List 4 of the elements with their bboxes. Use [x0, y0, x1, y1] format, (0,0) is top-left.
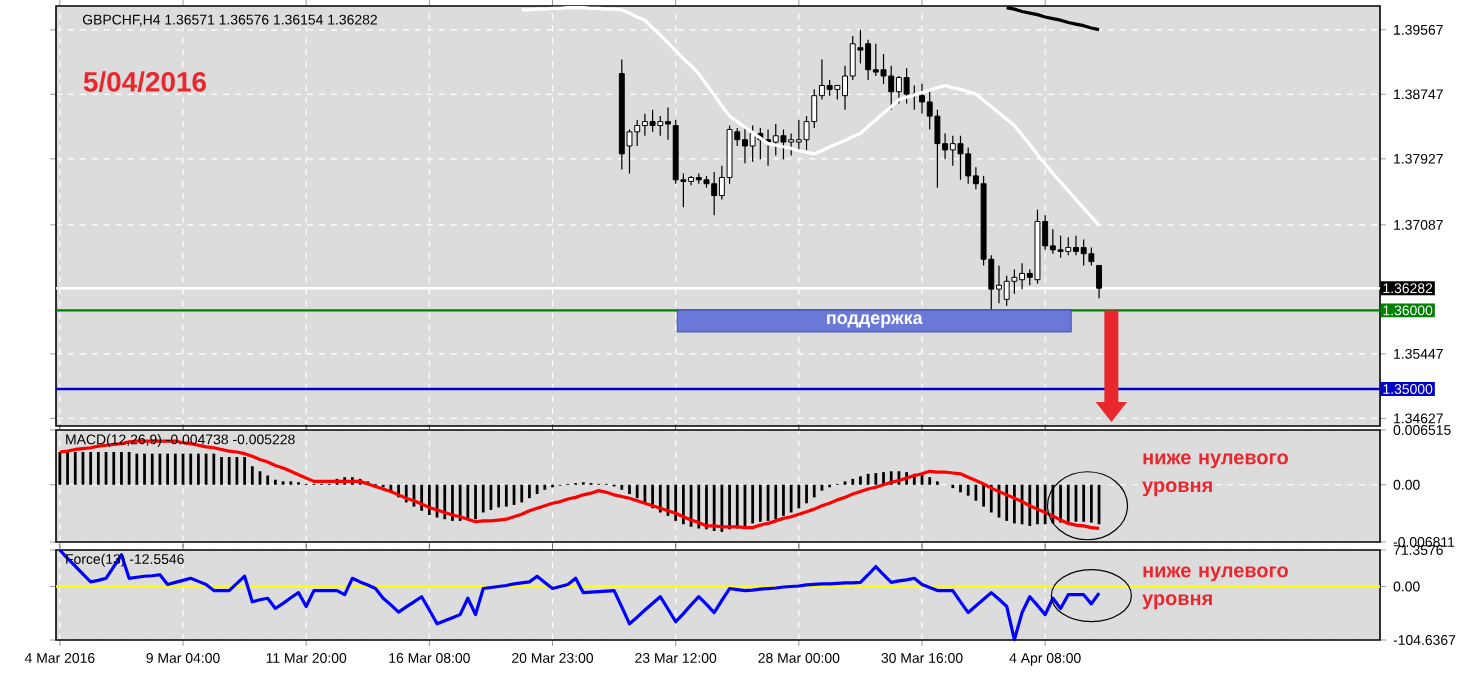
annotation: ниже нулевого уровня [1142, 566, 1288, 610]
annotation: ниже нулевого уровня [1142, 453, 1288, 497]
annotation: 5/04/2016 [83, 71, 206, 92]
annotation: поддержка [827, 314, 923, 328]
